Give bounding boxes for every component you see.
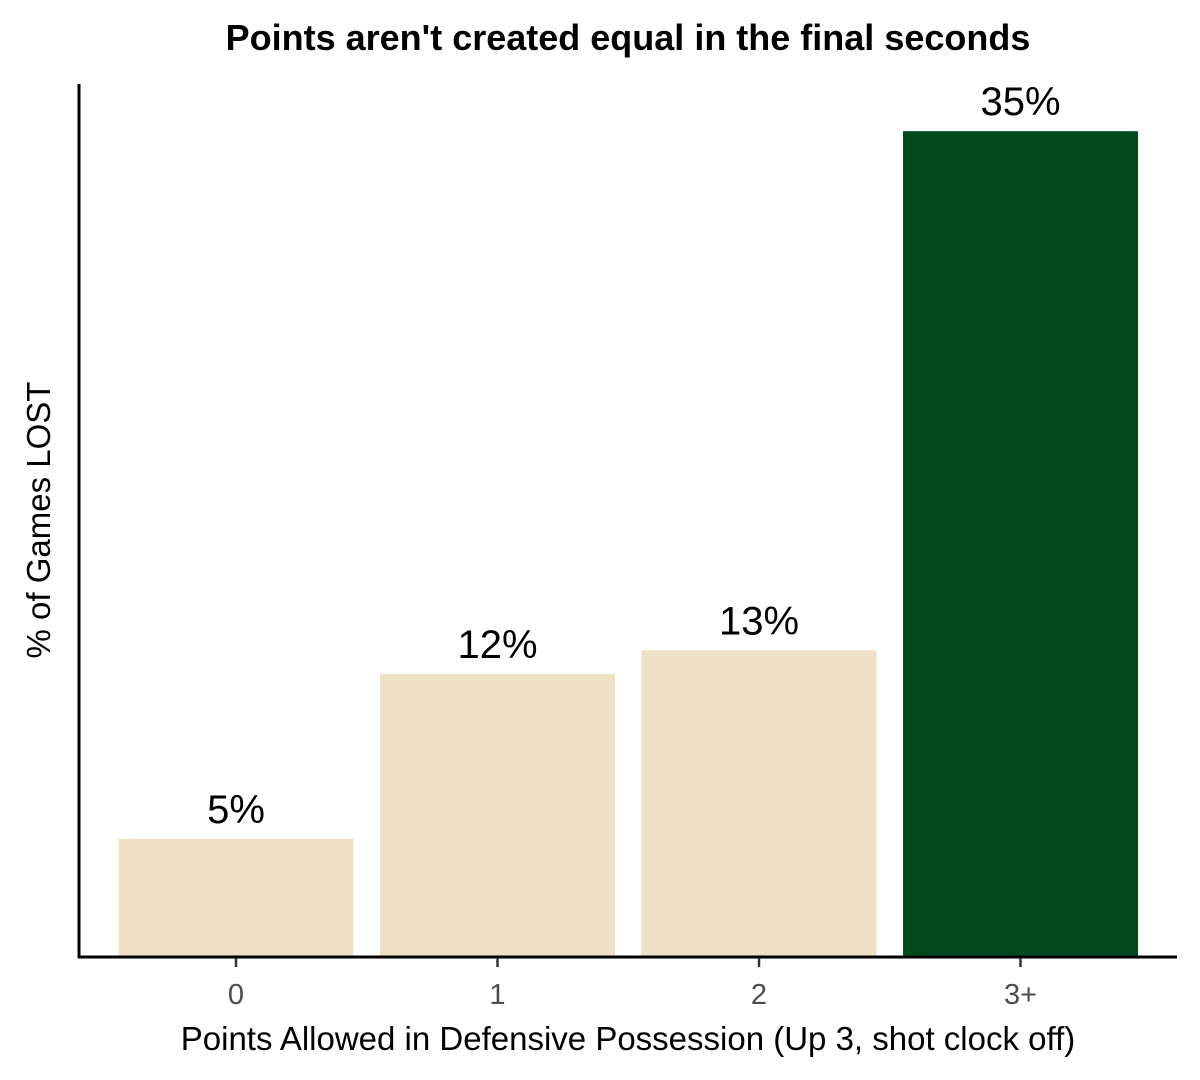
data-label-3: 35% bbox=[980, 80, 1060, 124]
data-labels-layer: 5% 12% 13% 35% bbox=[207, 80, 1060, 832]
bars-layer bbox=[118, 131, 1138, 957]
x-tick-label-0: 0 bbox=[228, 979, 244, 1011]
bar-0 bbox=[118, 839, 354, 957]
bar-1 bbox=[380, 673, 615, 957]
x-tick-label-1: 1 bbox=[489, 979, 505, 1011]
x-tick-label-3: 3+ bbox=[1004, 979, 1037, 1011]
x-tick-label-2: 2 bbox=[751, 979, 767, 1011]
data-label-1: 12% bbox=[457, 623, 537, 667]
y-axis-label: % of Games LOST bbox=[20, 382, 57, 659]
x-ticks-layer: 0 1 2 3+ bbox=[228, 958, 1037, 1011]
x-axis-label: Points Allowed in Defensive Possession (… bbox=[181, 1020, 1076, 1057]
bar-2 bbox=[641, 650, 877, 957]
data-label-0: 5% bbox=[207, 788, 265, 832]
chart-title: Points aren't created equal in the final… bbox=[226, 17, 1031, 58]
data-label-2: 13% bbox=[719, 599, 799, 643]
bar-3 bbox=[903, 131, 1138, 957]
